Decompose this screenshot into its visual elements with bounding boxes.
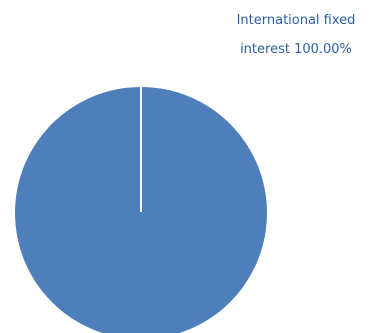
slice-label-line-2: interest 100.00%	[240, 42, 352, 57]
slice-label-line-1: International fixed	[237, 13, 356, 28]
